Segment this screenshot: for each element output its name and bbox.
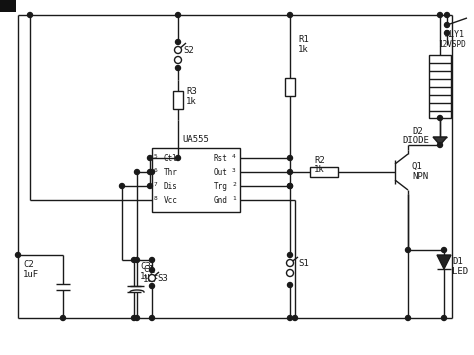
- Text: D1: D1: [452, 257, 463, 266]
- Text: Thr: Thr: [164, 168, 178, 177]
- Circle shape: [175, 66, 181, 71]
- Text: Rst: Rst: [214, 154, 228, 163]
- Text: DIODE: DIODE: [402, 136, 429, 145]
- Text: 4: 4: [232, 154, 236, 159]
- Circle shape: [438, 115, 443, 120]
- Bar: [429, 55, 451, 118]
- Text: Ctl: Ctl: [164, 154, 178, 163]
- Circle shape: [27, 12, 33, 17]
- Circle shape: [174, 47, 182, 54]
- Circle shape: [288, 155, 292, 160]
- Text: D2: D2: [412, 127, 423, 136]
- Circle shape: [405, 247, 410, 252]
- Text: 1uF: 1uF: [23, 270, 39, 279]
- Text: 5: 5: [154, 154, 158, 159]
- Text: Q1: Q1: [412, 162, 423, 171]
- Circle shape: [175, 12, 181, 17]
- Text: C3: C3: [140, 262, 151, 271]
- Text: R3: R3: [186, 87, 197, 96]
- Circle shape: [286, 269, 293, 277]
- Circle shape: [147, 169, 153, 175]
- Circle shape: [149, 268, 155, 273]
- Circle shape: [135, 257, 139, 262]
- Bar: [152, 148, 240, 212]
- Text: 8: 8: [154, 196, 158, 201]
- Text: 1uF: 1uF: [143, 275, 159, 284]
- Circle shape: [438, 142, 443, 147]
- Text: Gnd: Gnd: [214, 196, 228, 205]
- Text: NPN: NPN: [412, 172, 428, 181]
- Polygon shape: [433, 137, 447, 145]
- Circle shape: [174, 56, 182, 64]
- Polygon shape: [437, 255, 451, 269]
- Text: Dis: Dis: [164, 182, 178, 191]
- Circle shape: [288, 169, 292, 175]
- Text: Out: Out: [214, 168, 228, 177]
- Circle shape: [149, 284, 155, 289]
- Circle shape: [175, 155, 181, 160]
- Text: 1k: 1k: [314, 165, 325, 174]
- Text: 1uF: 1uF: [140, 272, 156, 281]
- Circle shape: [175, 39, 181, 44]
- Circle shape: [288, 252, 292, 257]
- Circle shape: [131, 257, 137, 262]
- Circle shape: [441, 247, 447, 252]
- Text: R2: R2: [314, 156, 325, 165]
- Text: LED: LED: [452, 267, 468, 276]
- Text: 2: 2: [232, 182, 236, 187]
- Text: 3: 3: [232, 168, 236, 173]
- Bar: [0, 0, 16, 12]
- Text: Vcc: Vcc: [164, 196, 178, 205]
- Text: R1: R1: [298, 35, 309, 44]
- Circle shape: [149, 169, 155, 175]
- Circle shape: [445, 22, 449, 27]
- Circle shape: [405, 316, 410, 321]
- Circle shape: [135, 316, 139, 321]
- Circle shape: [438, 12, 443, 17]
- Circle shape: [135, 169, 139, 175]
- Circle shape: [131, 316, 137, 321]
- Text: 1k: 1k: [298, 45, 309, 54]
- Circle shape: [288, 316, 292, 321]
- Text: 1k: 1k: [186, 97, 197, 106]
- Text: 12VSPD: 12VSPD: [438, 40, 466, 49]
- Bar: [173, 91, 183, 109]
- Text: Trg: Trg: [214, 182, 228, 191]
- Text: 1: 1: [232, 196, 236, 201]
- Text: S3: S3: [157, 274, 168, 283]
- Text: S1: S1: [298, 259, 309, 268]
- Text: C2: C2: [23, 260, 34, 269]
- Circle shape: [286, 260, 293, 267]
- Circle shape: [288, 283, 292, 288]
- Text: 7: 7: [154, 182, 158, 187]
- Circle shape: [147, 155, 153, 160]
- Circle shape: [288, 184, 292, 189]
- Circle shape: [119, 184, 125, 189]
- Circle shape: [441, 316, 447, 321]
- Circle shape: [149, 316, 155, 321]
- Circle shape: [292, 316, 298, 321]
- Text: 6: 6: [154, 168, 158, 173]
- Bar: [310, 167, 338, 177]
- Circle shape: [147, 184, 153, 189]
- Bar: [285, 77, 295, 95]
- Circle shape: [445, 12, 449, 17]
- Text: RLY1: RLY1: [444, 30, 464, 39]
- Circle shape: [149, 257, 155, 262]
- Circle shape: [288, 12, 292, 17]
- Circle shape: [445, 31, 449, 36]
- Text: UA555: UA555: [182, 135, 210, 144]
- Circle shape: [148, 274, 155, 282]
- Circle shape: [16, 252, 20, 257]
- Circle shape: [61, 316, 65, 321]
- Text: S2: S2: [183, 46, 194, 55]
- Circle shape: [288, 184, 292, 189]
- Text: C1: C1: [143, 265, 154, 274]
